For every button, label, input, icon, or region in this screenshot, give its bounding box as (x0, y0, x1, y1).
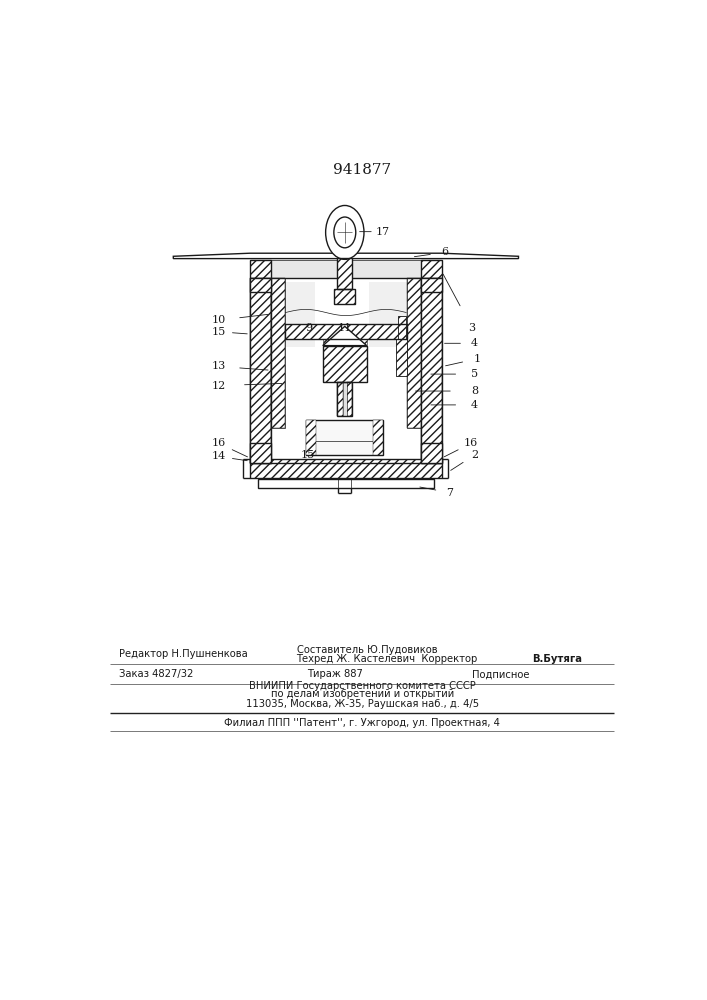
Circle shape (334, 217, 356, 248)
Bar (347, 382, 353, 416)
Bar (370, 282, 407, 347)
Bar (338, 478, 351, 488)
Text: 113035, Москва, Ж-35, Раушская наб., д. 4/5: 113035, Москва, Ж-35, Раушская наб., д. … (246, 699, 479, 709)
Bar (407, 278, 421, 428)
Bar (250, 443, 271, 463)
Text: ВНИИПИ Государственного комитета СССР: ВНИИПИ Государственного комитета СССР (249, 681, 476, 691)
Bar (271, 278, 284, 428)
Bar (397, 339, 407, 376)
Text: Заказ 4827/32: Заказ 4827/32 (119, 669, 193, 679)
Text: 17: 17 (376, 227, 390, 237)
Bar (337, 258, 353, 289)
Bar (421, 443, 442, 463)
Bar (250, 278, 271, 463)
Bar (421, 260, 442, 278)
Text: 10: 10 (211, 315, 226, 325)
Text: 15: 15 (300, 450, 315, 460)
Text: 16: 16 (464, 438, 478, 448)
Circle shape (326, 205, 364, 259)
Text: 15: 15 (211, 327, 226, 337)
Text: Подписное: Подписное (472, 669, 530, 679)
Bar (373, 420, 383, 455)
Bar (398, 316, 406, 339)
Bar (421, 278, 442, 463)
Text: Тираж 887: Тираж 887 (308, 669, 363, 679)
Bar (250, 459, 442, 478)
Text: Техред Ж. Кастелевич  Корректор: Техред Ж. Кастелевич Корректор (297, 654, 478, 664)
Text: 9: 9 (305, 323, 312, 333)
Bar (284, 282, 315, 347)
Bar (323, 326, 367, 346)
Bar (250, 278, 271, 292)
Bar (337, 382, 342, 416)
Bar (342, 382, 347, 416)
Text: 6: 6 (441, 247, 448, 257)
Text: 1: 1 (474, 354, 481, 364)
Text: 5: 5 (471, 369, 478, 379)
Text: 941877: 941877 (333, 163, 392, 177)
Polygon shape (173, 253, 518, 259)
Bar (258, 479, 433, 488)
Bar (250, 443, 271, 463)
Text: 14: 14 (211, 451, 226, 461)
Bar (334, 289, 355, 304)
Bar (337, 382, 353, 416)
Bar (398, 316, 406, 339)
Text: 11: 11 (338, 323, 352, 333)
Text: Филиал ППП ''Патент'', г. Ужгород, ул. Проектная, 4: Филиал ППП ''Патент'', г. Ужгород, ул. П… (224, 718, 501, 728)
Text: по делам изобретений и открытий: по делам изобретений и открытий (271, 689, 454, 699)
Bar (421, 278, 442, 292)
Bar (421, 260, 442, 278)
Bar (337, 258, 353, 289)
Text: 12: 12 (211, 381, 226, 391)
Bar (306, 420, 383, 455)
Text: 2: 2 (471, 450, 478, 460)
Bar (306, 420, 316, 455)
Bar (284, 324, 407, 339)
Bar (250, 278, 271, 292)
Bar (323, 346, 367, 382)
Bar (338, 478, 351, 488)
Text: 3: 3 (468, 323, 476, 333)
Text: В.Бутяга: В.Бутяга (532, 654, 582, 664)
Bar (250, 260, 271, 278)
Bar (271, 278, 284, 428)
Bar (421, 278, 442, 292)
Bar (250, 260, 271, 278)
Text: 4: 4 (471, 338, 478, 348)
Bar (334, 289, 355, 304)
Bar (250, 459, 442, 478)
Text: 16: 16 (211, 438, 226, 448)
Bar (421, 278, 442, 463)
Bar (421, 443, 442, 463)
Bar (323, 346, 367, 382)
Text: 4: 4 (471, 400, 478, 410)
Bar (397, 339, 407, 376)
Bar (250, 278, 271, 463)
Bar (284, 324, 407, 339)
Bar (271, 260, 421, 278)
Text: Редактор Н.Пушненкова: Редактор Н.Пушненкова (119, 649, 247, 659)
Text: 7: 7 (447, 488, 453, 498)
Text: 13: 13 (211, 361, 226, 371)
Polygon shape (323, 326, 367, 346)
Bar (407, 278, 421, 428)
Text: Составитель Ю.Пудовиков: Составитель Ю.Пудовиков (297, 645, 437, 655)
Text: 8: 8 (471, 386, 478, 396)
